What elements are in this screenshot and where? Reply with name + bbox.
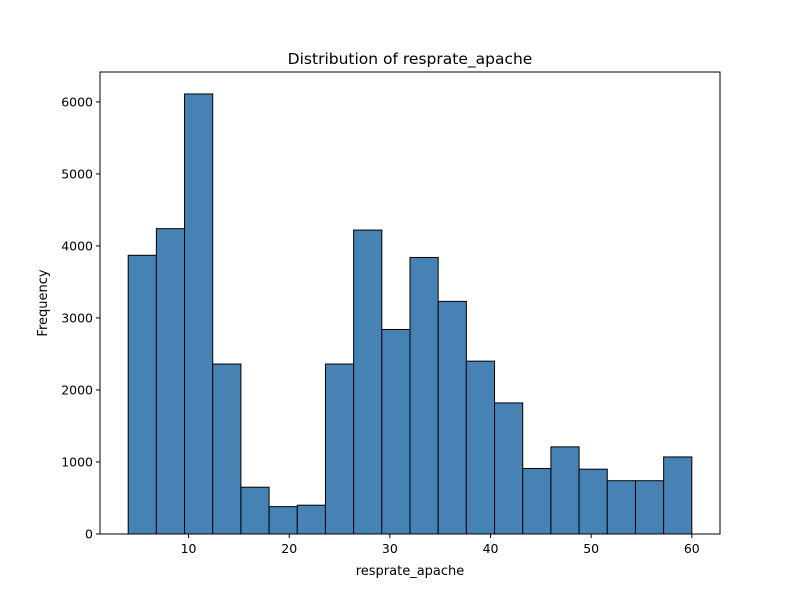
y-tick-label-3: 3000 (61, 310, 93, 325)
histogram-bar-14 (522, 467, 552, 535)
y-tick-label-5: 5000 (61, 166, 93, 181)
histogram-bar-5 (268, 506, 298, 535)
y-tick-label-0: 0 (85, 527, 93, 542)
x-axis-label: resprate_apache (356, 564, 465, 579)
y-tick-label-4: 4000 (61, 238, 93, 253)
y-tick-label-2: 2000 (61, 382, 93, 397)
histogram-bar-10 (409, 256, 439, 535)
histogram-bar-11 (437, 300, 467, 535)
histogram-bar-12 (465, 360, 496, 535)
histogram-bar-3 (212, 363, 242, 535)
x-tick-label-4: 50 (583, 541, 599, 556)
x-axis: 10 20 30 40 50 60 (181, 534, 700, 556)
chart-title: Distribution of resprate_apache (288, 50, 533, 69)
histogram-bar-16 (578, 468, 608, 535)
y-axis-label: Frequency (36, 269, 51, 336)
histogram-bar-7 (324, 363, 355, 535)
histogram-bar-8 (353, 229, 383, 535)
y-axis: 0 1000 2000 3000 4000 5000 6000 (61, 94, 100, 542)
plot-frame (99, 71, 721, 535)
histogram-bar-9 (381, 328, 411, 535)
histogram-bar-4 (240, 486, 270, 535)
histogram-bar-1 (155, 228, 186, 535)
histogram-bar-0 (127, 254, 157, 535)
bars-group (127, 93, 693, 535)
histogram-bar-19 (663, 456, 693, 535)
x-tick-label-3: 40 (483, 541, 499, 556)
x-tick-label-5: 60 (684, 541, 700, 556)
x-tick-label-1: 20 (281, 541, 297, 556)
y-tick-label-1: 1000 (61, 454, 93, 469)
y-tick-label-6: 6000 (61, 94, 93, 109)
histogram-bar-6 (296, 504, 326, 535)
x-tick-label-0: 10 (181, 541, 197, 556)
histogram-bar-13 (494, 402, 524, 535)
histogram-bar-18 (634, 480, 665, 535)
histogram-bar-15 (550, 446, 580, 535)
x-tick-label-2: 30 (382, 541, 398, 556)
histogram-bar-2 (184, 93, 214, 535)
histogram-bar-17 (606, 480, 636, 535)
